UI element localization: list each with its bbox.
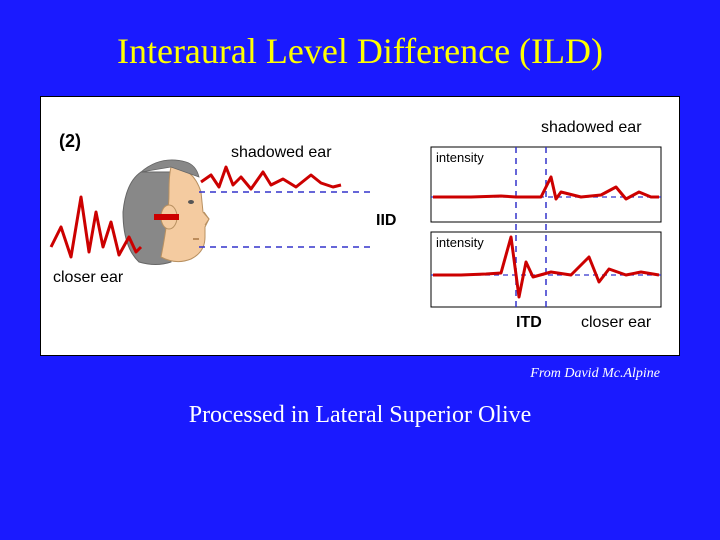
subtitle-text: Processed in Lateral Superior Olive xyxy=(40,402,680,429)
slide-container: Interaural Level Difference (ILD) (2) xyxy=(0,0,720,540)
label-shadowed-top: shadowed ear xyxy=(541,119,642,136)
panel-number: (2) xyxy=(59,131,81,151)
label-closer-right: closer ear xyxy=(581,314,652,331)
page-title: Interaural Level Difference (ILD) xyxy=(40,30,680,72)
label-intensity-lower: intensity xyxy=(436,235,484,250)
diagram-container: (2) xyxy=(40,96,680,356)
label-iid: IID xyxy=(376,212,396,229)
label-closer-left: closer ear xyxy=(53,269,124,286)
label-itd: ITD xyxy=(516,314,542,331)
diagram-svg: (2) xyxy=(41,97,681,357)
label-shadowed-left: shadowed ear xyxy=(231,144,332,161)
shadowed-wave-left xyxy=(201,167,341,189)
attribution-text: From David Mc.Alpine xyxy=(40,366,680,382)
label-intensity-upper: intensity xyxy=(436,150,484,165)
